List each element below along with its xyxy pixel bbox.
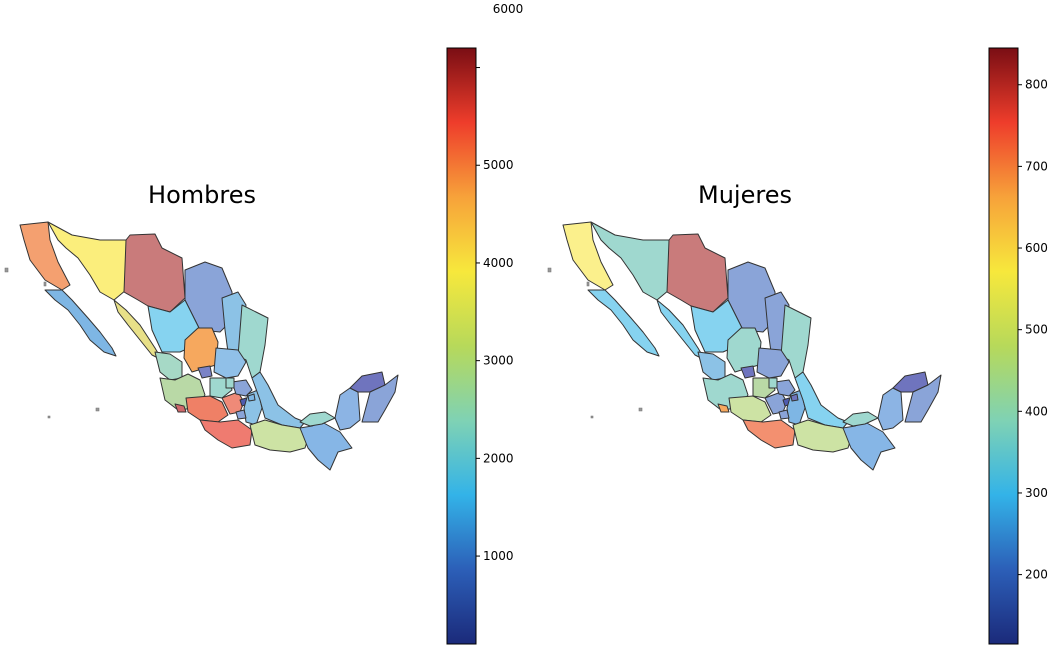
state-camp: [334, 387, 361, 431]
colorbar-tick-label: 3000: [483, 354, 514, 368]
colorbar-tick-label: 700: [1025, 159, 1048, 173]
island: [4, 267, 9, 273]
state-tab: [299, 411, 336, 427]
colorbar-tick-label: 800: [1025, 78, 1048, 92]
map-panel-mujeres: Mujeres 200 300 400 500 600 700 800: [547, 47, 1048, 645]
state-bc: [19, 221, 71, 291]
state-tlax: [247, 393, 256, 402]
colorbar-tick-label: 5000: [483, 158, 514, 172]
colorbar-tick-label: 300: [1025, 486, 1048, 500]
state-tab: [842, 411, 879, 427]
colorbar-tick-label: 500: [1025, 323, 1048, 337]
state-bcs: [587, 289, 660, 357]
mexico-map: [547, 221, 942, 471]
island: [47, 415, 51, 419]
state-ags: [197, 365, 213, 379]
state-qroo: [361, 374, 399, 423]
state-ver: [251, 371, 306, 429]
colorbar-gradient: [446, 47, 477, 645]
state-gro: [199, 419, 253, 449]
state-qro: [768, 377, 778, 389]
mexico-map: [4, 221, 399, 471]
state-ver: [794, 371, 849, 429]
state-chih: [666, 233, 729, 313]
colorbar: 1000 2000 3000 4000 5000 6000: [446, 2, 524, 645]
state-mor: [235, 409, 247, 420]
state-camp: [877, 387, 904, 431]
state-son: [47, 221, 127, 301]
state-sanluis: [756, 347, 790, 379]
state-nay: [154, 351, 183, 381]
state-mich: [728, 395, 772, 423]
island: [547, 267, 552, 273]
state-tlax: [790, 393, 799, 402]
colorbar-tick-label: 400: [1025, 404, 1048, 418]
state-qro: [225, 377, 235, 389]
island: [586, 281, 590, 287]
island: [43, 281, 47, 287]
island: [638, 407, 643, 412]
island: [590, 415, 594, 419]
state-ags: [740, 365, 756, 379]
island: [95, 407, 100, 412]
map-title: Hombres: [148, 181, 256, 209]
colorbar-tick-label: 6000: [493, 2, 524, 16]
state-hgo: [774, 379, 796, 397]
state-bc: [562, 221, 614, 291]
map-title: Mujeres: [698, 181, 792, 209]
colorbar-tick-label: 4000: [483, 256, 514, 270]
state-colima: [717, 403, 730, 413]
state-sanluis: [213, 347, 247, 379]
colorbar-tick-label: 2000: [483, 451, 514, 465]
state-son: [590, 221, 670, 301]
colorbar-tick-label: 600: [1025, 241, 1048, 255]
map-panel-hombres: Hombres 1000 2000 3000 4000 5000 6000: [4, 2, 524, 645]
state-qroo: [904, 374, 942, 423]
colorbar-gradient: [988, 47, 1019, 645]
colorbar: 200 300 400 500 600 700 800: [988, 47, 1048, 645]
colorbar-tick-label: 200: [1025, 568, 1048, 582]
state-mor: [778, 409, 790, 420]
state-colima: [174, 403, 187, 413]
state-nay: [697, 351, 726, 381]
state-gro: [742, 419, 796, 449]
state-bcs: [44, 289, 117, 357]
state-hgo: [231, 379, 253, 397]
colorbar-tick-label: 1000: [483, 549, 514, 563]
state-chih: [123, 233, 186, 313]
state-mich: [185, 395, 229, 423]
